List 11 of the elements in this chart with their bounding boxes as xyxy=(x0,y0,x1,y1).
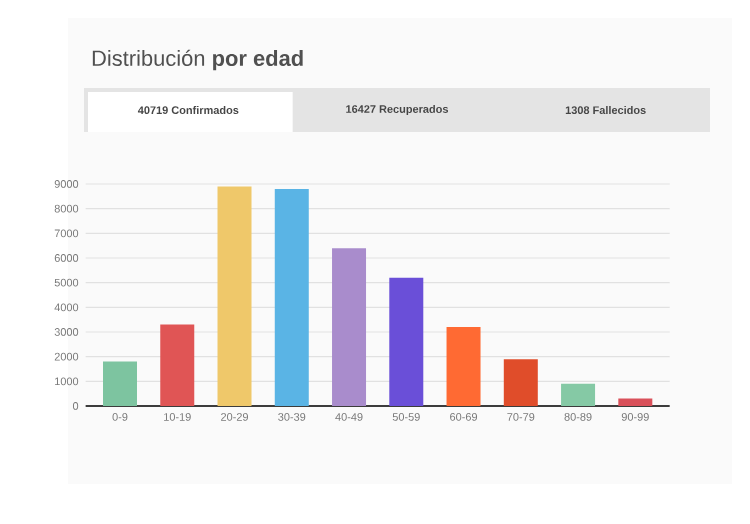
bar xyxy=(332,248,367,406)
bar xyxy=(103,361,137,406)
bar xyxy=(446,327,481,406)
bar xyxy=(389,277,424,406)
bar xyxy=(561,383,596,406)
bar xyxy=(618,398,653,406)
bar xyxy=(160,324,195,406)
bar xyxy=(503,359,538,406)
chart-title: Distribución por edad xyxy=(92,49,303,71)
bar xyxy=(274,188,309,406)
bar xyxy=(217,186,252,406)
